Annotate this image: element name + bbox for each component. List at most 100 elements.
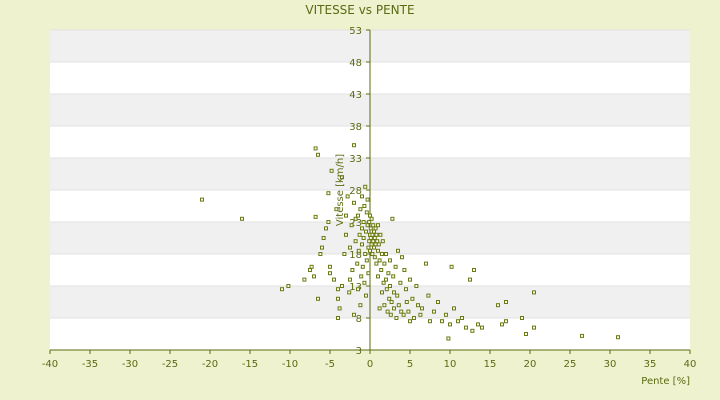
- x-tick-label: 30: [604, 359, 617, 370]
- x-tick-label: -40: [42, 359, 58, 370]
- data-point: [371, 223, 376, 228]
- data-point: [320, 245, 324, 250]
- x-tick-label: 20: [524, 359, 537, 370]
- data-point: [426, 293, 431, 298]
- x-tick-label: 35: [644, 359, 657, 370]
- data-point: [374, 232, 379, 237]
- data-point: [364, 258, 369, 263]
- data-point: [412, 316, 416, 320]
- data-point: [377, 306, 382, 311]
- data-point: [452, 306, 456, 311]
- data-point: [308, 268, 312, 272]
- x-tick-label: 40: [684, 359, 697, 370]
- x-tick-label: -15: [242, 359, 258, 370]
- data-point: [342, 252, 347, 256]
- data-point: [468, 277, 472, 282]
- data-point: [286, 284, 291, 288]
- data-point: [388, 258, 392, 263]
- data-point: [326, 191, 331, 196]
- data-point: [366, 271, 371, 276]
- data-point: [350, 268, 355, 272]
- data-point: [392, 306, 396, 311]
- data-point: [408, 277, 412, 282]
- data-point: [372, 245, 376, 250]
- data-point: [344, 213, 348, 218]
- data-point: [408, 319, 412, 324]
- x-tick-label: 0: [367, 359, 373, 370]
- data-point: [309, 264, 314, 269]
- data-point: [336, 287, 340, 292]
- data-point: [365, 197, 370, 202]
- data-point: [344, 232, 348, 237]
- data-point: [380, 252, 384, 256]
- data-point: [532, 325, 536, 330]
- y-axis-label: Vitesse [km/h]: [335, 154, 346, 226]
- x-tick-labels: -40 -35 -30 -25 -20 -15 -10 -5 0 5 10 15 20 25 30 35 40: [42, 350, 697, 370]
- data-point: [376, 274, 380, 279]
- y-tick-label: 48: [349, 58, 362, 69]
- x-tick-label: 5: [407, 359, 413, 370]
- data-point: [355, 261, 360, 266]
- data-point: [365, 223, 370, 228]
- data-point: [369, 216, 374, 221]
- data-point: [373, 226, 378, 231]
- y-tick-label: 38: [349, 122, 362, 133]
- data-point: [368, 213, 372, 218]
- data-point: [363, 252, 368, 256]
- x-tick-label: -25: [162, 359, 178, 370]
- data-point: [328, 264, 332, 269]
- data-point: [580, 333, 584, 338]
- data-point: [414, 284, 419, 288]
- data-point: [520, 316, 524, 320]
- data-point: [352, 312, 356, 317]
- data-point: [472, 268, 476, 272]
- data-point: [436, 300, 440, 304]
- data-point: [329, 168, 334, 173]
- data-point: [393, 264, 398, 269]
- data-point: [200, 197, 204, 202]
- data-point: [384, 277, 388, 282]
- data-point: [357, 232, 362, 237]
- data-point: [360, 242, 364, 247]
- data-point: [384, 252, 388, 256]
- data-point: [446, 336, 451, 341]
- data-point: [399, 309, 404, 314]
- data-point: [376, 242, 381, 247]
- data-point: [420, 306, 424, 311]
- data-point: [366, 245, 371, 250]
- data-point: [340, 284, 344, 288]
- data-point: [280, 287, 284, 292]
- data-point: [470, 328, 475, 333]
- data-point: [369, 242, 374, 247]
- data-point: [359, 274, 364, 279]
- data-point: [348, 245, 352, 250]
- x-tick-label: 15: [484, 359, 497, 370]
- data-point: [313, 214, 318, 219]
- data-point: [401, 312, 406, 317]
- data-point: [364, 293, 368, 298]
- data-point: [363, 184, 368, 189]
- data-point: [324, 226, 328, 231]
- data-point: [376, 223, 380, 228]
- data-point: [347, 290, 352, 295]
- data-point: [352, 143, 356, 148]
- data-point: [364, 210, 369, 215]
- data-point: [240, 216, 244, 221]
- data-point: [362, 204, 367, 208]
- data-point: [358, 207, 363, 212]
- data-point: [398, 280, 403, 285]
- data-point: [378, 232, 383, 237]
- data-point: [616, 335, 620, 340]
- data-point: [440, 319, 444, 324]
- data-point: [368, 236, 373, 240]
- data-point: [371, 239, 376, 244]
- data-point: [340, 175, 344, 180]
- data-point: [476, 322, 480, 327]
- data-point: [410, 296, 415, 301]
- data-point: [377, 258, 382, 263]
- data-point: [504, 319, 508, 324]
- data-point: [361, 220, 366, 224]
- y-tick-label: 23: [349, 218, 362, 229]
- data-point: [524, 332, 528, 336]
